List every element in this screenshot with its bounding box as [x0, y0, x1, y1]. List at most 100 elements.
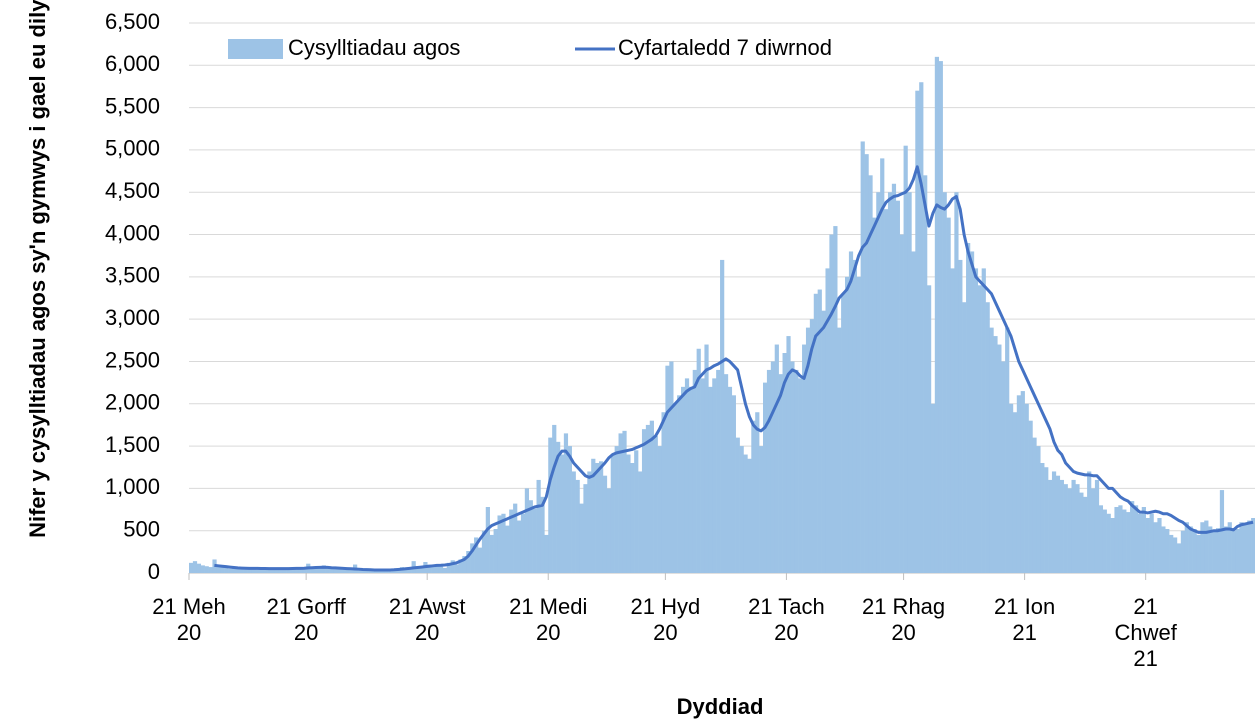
bar: [1157, 518, 1162, 573]
bar: [466, 551, 471, 573]
bar: [337, 567, 342, 573]
bar: [247, 567, 252, 573]
bar: [278, 568, 284, 573]
bar: [1133, 505, 1139, 573]
bar: [673, 403, 678, 573]
bar: [856, 276, 861, 573]
y-tick-label: 500: [123, 517, 160, 542]
bar: [977, 285, 982, 573]
bar: [1012, 412, 1018, 573]
bar: [431, 567, 436, 573]
bar: [770, 361, 776, 573]
bar: [1227, 522, 1232, 573]
bar: [638, 471, 643, 573]
bar: [837, 327, 842, 573]
bar: [848, 251, 854, 573]
bar: [1130, 501, 1135, 573]
bar: [1251, 518, 1255, 573]
bar: [509, 509, 514, 573]
bar: [333, 567, 338, 573]
legend-label: Cyfartaledd 7 diwrnod: [618, 35, 832, 60]
bar: [872, 217, 877, 573]
bar: [618, 433, 623, 573]
legend-swatch: [228, 39, 283, 59]
bar: [809, 319, 815, 573]
bar: [563, 433, 569, 573]
bar: [739, 446, 744, 573]
bar: [599, 461, 604, 573]
bar: [614, 446, 619, 573]
bar: [216, 565, 221, 573]
bar: [313, 567, 319, 573]
bar: [774, 344, 779, 573]
bar: [653, 435, 658, 573]
bar: [1102, 509, 1107, 573]
bar: [251, 568, 256, 573]
bar: [688, 386, 694, 573]
bar: [290, 569, 295, 573]
bar: [376, 570, 381, 573]
bar: [841, 293, 846, 573]
bar: [860, 141, 865, 573]
bar: [1153, 522, 1158, 573]
bar: [1071, 479, 1076, 573]
bar: [930, 403, 936, 573]
legend-label: Cysylltiadau agos: [288, 35, 460, 60]
bar: [864, 154, 869, 573]
bar: [895, 200, 900, 573]
bar: [731, 395, 736, 573]
bar: [595, 463, 600, 573]
bar: [981, 268, 986, 573]
bar: [821, 310, 826, 573]
bar: [544, 534, 549, 573]
bar: [392, 569, 397, 573]
bar: [712, 378, 717, 573]
bar: [829, 234, 834, 574]
y-axis-title: Nifer y cysylltiadau agos sy'n gymwys i …: [25, 0, 50, 538]
bar: [802, 344, 807, 573]
bar: [329, 568, 334, 573]
bar: [1110, 518, 1115, 573]
bar: [1169, 534, 1174, 573]
bar: [1005, 327, 1010, 573]
bar: [993, 336, 998, 573]
y-tick-label: 4,500: [105, 178, 160, 203]
bar: [189, 562, 194, 573]
bar: [481, 530, 487, 573]
bar: [591, 458, 596, 573]
bar: [755, 412, 760, 573]
bar: [1223, 526, 1228, 573]
y-tick-label: 5,000: [105, 136, 160, 161]
bar: [477, 547, 483, 573]
bar: [474, 537, 479, 573]
x-tick-label: 21 Rhag 20: [861, 594, 946, 645]
bar: [485, 507, 490, 573]
bar: [1040, 463, 1045, 573]
bar: [579, 503, 584, 573]
bar: [1024, 403, 1029, 573]
bar: [536, 479, 541, 573]
bar: [1094, 479, 1100, 573]
bar: [1079, 492, 1084, 573]
bar: [641, 429, 647, 573]
bar: [192, 561, 198, 573]
bar: [907, 192, 912, 573]
bar: [575, 479, 580, 573]
bar: [630, 463, 635, 573]
bar: [766, 369, 772, 573]
bar: [532, 508, 537, 573]
y-tick-label: 3,500: [105, 263, 160, 288]
bar: [388, 571, 393, 573]
bar: [1126, 512, 1131, 573]
bar: [470, 543, 475, 573]
bar: [489, 534, 494, 573]
bar: [583, 484, 588, 573]
bar: [356, 570, 362, 573]
bar: [220, 567, 225, 573]
bar: [778, 374, 783, 573]
bar: [446, 562, 451, 573]
bar: [282, 568, 287, 573]
bar: [1055, 475, 1061, 573]
bar: [1176, 543, 1182, 573]
